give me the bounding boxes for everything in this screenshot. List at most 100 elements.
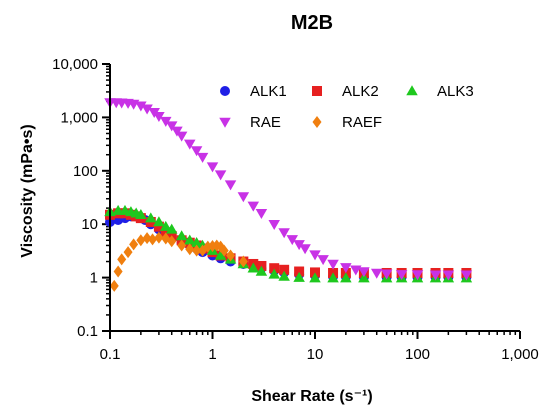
data-point (135, 101, 147, 112)
data-point (340, 272, 352, 283)
data-point (237, 192, 250, 203)
legend-marker (220, 86, 230, 96)
data-point (247, 262, 260, 273)
legend-item: ALK3 (406, 83, 474, 100)
data-point (165, 121, 178, 132)
y-tick-label: 0.1 (77, 323, 98, 340)
data-point (358, 272, 370, 283)
data-point (299, 244, 311, 255)
data-point (109, 279, 119, 292)
data-point (224, 180, 237, 191)
legend-label: RAE (250, 114, 281, 131)
legend-item: RAE (219, 114, 281, 131)
data-point (184, 234, 196, 245)
legend-marker (312, 86, 322, 96)
data-point (255, 209, 268, 220)
x-tick-label: 0.1 (100, 346, 121, 363)
legend-label: ALK2 (342, 83, 379, 100)
data-point (327, 259, 339, 270)
data-point (309, 250, 321, 261)
data-point (294, 266, 305, 277)
data-point (171, 126, 183, 137)
data-point (460, 270, 473, 281)
data-point (206, 162, 219, 173)
legend-marker (406, 85, 418, 96)
y-tick-label: 10 (81, 216, 98, 233)
data-point (148, 233, 158, 246)
data-point (293, 240, 305, 251)
data-point (135, 209, 147, 220)
x-axis-title: Shear Rate (s⁻¹) (251, 388, 372, 405)
data-point (442, 270, 455, 281)
data-point (145, 212, 157, 223)
data-point (196, 152, 209, 163)
x-tick-label: 10 (307, 346, 324, 363)
y-axis-title: Viscosity (mPa•s) (19, 124, 36, 257)
data-points (104, 98, 473, 292)
data-point (269, 263, 280, 274)
data-point (129, 238, 139, 251)
data-point (219, 244, 229, 257)
data-point (177, 239, 187, 252)
data-point (279, 264, 290, 275)
data-point (255, 265, 268, 276)
data-point (380, 269, 393, 280)
legend-label: ALK1 (250, 83, 287, 100)
data-point (340, 263, 352, 274)
data-point (117, 253, 127, 266)
data-point (175, 131, 188, 142)
data-point (278, 228, 290, 239)
data-point (293, 271, 305, 282)
data-point (286, 235, 299, 246)
data-point (192, 244, 202, 257)
legend: ALK1 ALK2 ALK3 RAE RAEF (219, 83, 474, 131)
data-point (136, 234, 146, 247)
data-point (309, 272, 321, 283)
y-tick-label: 10,000 (52, 56, 98, 73)
data-point (160, 116, 172, 127)
data-point (395, 270, 408, 281)
data-point (153, 221, 164, 232)
data-point (165, 223, 178, 234)
data-point (190, 236, 203, 247)
y-tick-label: 100 (73, 163, 98, 180)
data-point (226, 249, 236, 262)
y-tick-label: 1,000 (60, 109, 98, 126)
legend-marker (312, 116, 322, 128)
legend-label: RAEF (342, 114, 382, 131)
x-tick-label: 1,000 (501, 346, 539, 363)
data-point (113, 265, 123, 278)
legend-label: ALK3 (437, 83, 474, 100)
data-point (190, 146, 203, 157)
data-point (429, 270, 442, 281)
data-point (184, 139, 196, 150)
data-point (268, 268, 280, 279)
data-point (238, 255, 248, 268)
data-point (214, 170, 227, 181)
series-raef (109, 231, 248, 292)
data-point (317, 255, 329, 266)
data-point (268, 219, 280, 230)
legend-marker (219, 117, 231, 128)
data-point (160, 220, 172, 231)
data-point (247, 201, 260, 212)
data-point (160, 227, 171, 238)
x-tick-label: 1 (208, 346, 216, 363)
data-point (327, 272, 339, 283)
data-point (141, 104, 153, 115)
data-point (154, 231, 164, 244)
data-point (153, 216, 165, 227)
data-point (153, 112, 165, 123)
data-point (358, 267, 370, 278)
data-point (123, 246, 133, 259)
data-point (185, 243, 195, 256)
series-rae (104, 98, 473, 281)
legend-item: ALK1 (220, 83, 287, 100)
data-point (175, 230, 188, 241)
y-tick-label: 1 (90, 270, 98, 287)
chart-title: M2B (291, 12, 333, 34)
legend-item: RAEF (312, 114, 382, 131)
data-point (411, 270, 424, 281)
x-tick-label: 100 (405, 346, 430, 363)
